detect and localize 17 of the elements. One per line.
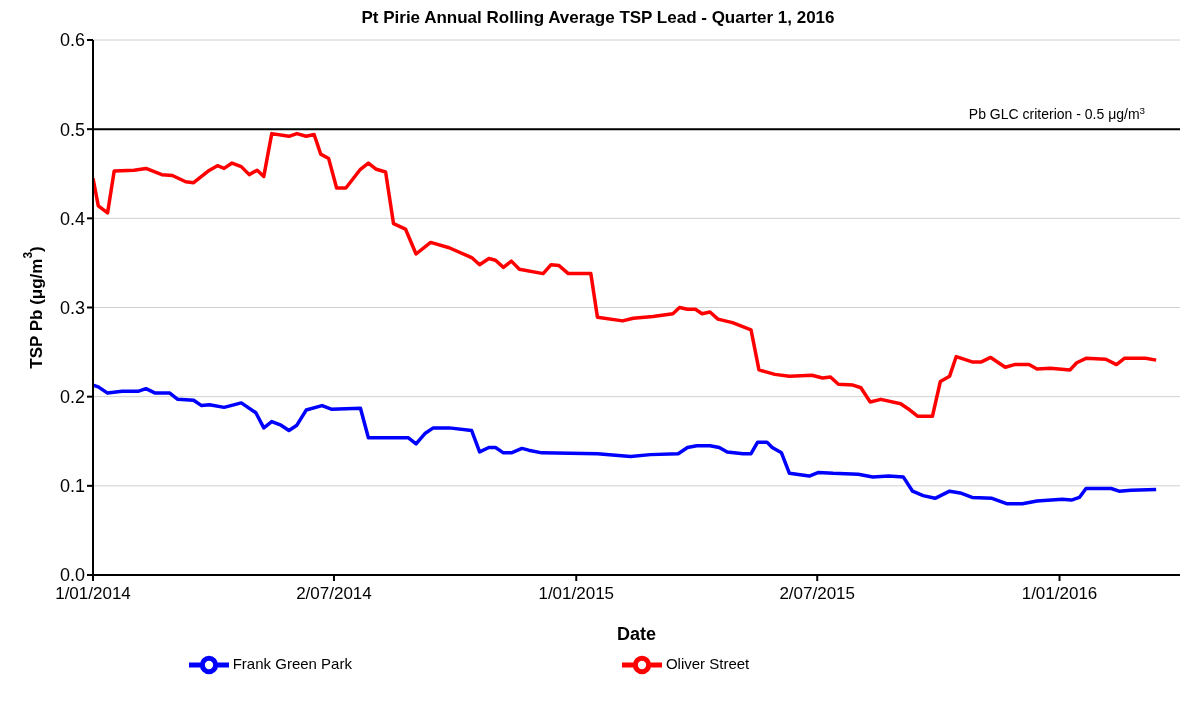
y-tick-label: 0.3 [59, 297, 85, 318]
ref-line-label: Pb GLC criterion - 0.5 μg/m$^{3}$ [968, 104, 1146, 123]
y-tick-label: 0.2 [59, 387, 85, 408]
x-tick-label: 2/07/2015 [779, 584, 856, 604]
x-tick-label: 2/07/2014 [296, 584, 372, 604]
y-tick-label: 0.1 [59, 476, 85, 497]
x-axis-title: Date [616, 624, 657, 644]
y-tick-label: 0.0 [59, 565, 85, 586]
y-tick-label: 0.6 [59, 30, 85, 51]
x-tick-label: 1/01/2015 [538, 584, 615, 604]
x-tick-label: 1/01/2014 [55, 584, 131, 604]
x-tick-label: 1/01/2016 [1021, 584, 1098, 604]
legend-label: Frank Green Park [232, 654, 352, 672]
y-tick-label: 0.4 [59, 208, 85, 229]
chart-title: Pt Pirie Annual Rolling Average TSP Lead - Quarter 1, 2016 [360, 8, 836, 29]
legend-label: Oliver Street [665, 654, 750, 672]
y-tick-label: 0.5 [59, 119, 85, 140]
